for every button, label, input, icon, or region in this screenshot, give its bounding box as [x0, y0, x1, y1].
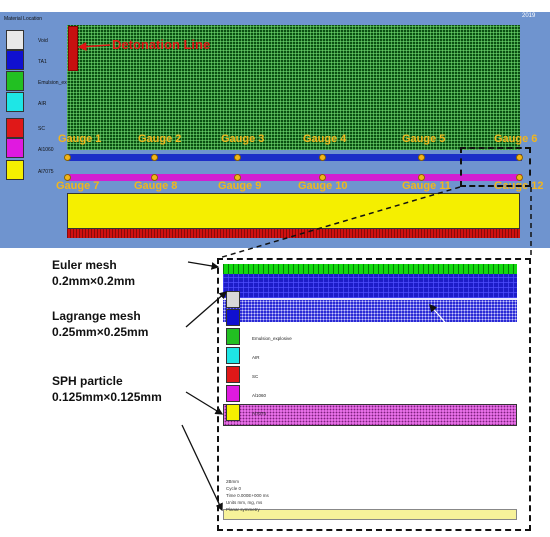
- legend-label: Emulsion_explosive: [38, 80, 83, 86]
- sph-particle-callout: SPH particle 0.125mm×0.125mm: [52, 373, 162, 405]
- callout-size: 0.25mm×0.25mm: [52, 325, 149, 339]
- gauge-label: Gauge 4: [303, 133, 347, 145]
- bottom-plate-strip: [223, 509, 517, 520]
- gauge-label: Gauge 5: [402, 133, 446, 145]
- legend-swatch-explosive: [6, 71, 24, 91]
- detail-legend-label: AIR: [252, 355, 260, 360]
- detonation-line-marker: [68, 26, 78, 71]
- gauge-point: [418, 154, 425, 161]
- gauge-point: [151, 174, 158, 181]
- callout-size: 0.2mm×0.2mm: [52, 274, 136, 288]
- gauge-point: [516, 174, 523, 181]
- lagrange-mesh-layer: [223, 300, 517, 322]
- legend-swatch-sc: [6, 118, 24, 138]
- callout-title: Euler mesh: [52, 258, 117, 272]
- legend-swatch-ta1: [6, 50, 24, 70]
- gauge-point: [516, 154, 523, 161]
- gauge-point: [64, 174, 71, 181]
- detail-legend-swatch: [226, 404, 240, 421]
- detail-info-line: 2Bmm: [226, 479, 240, 484]
- gauge-point: [234, 174, 241, 181]
- detail-info-line: Planar symmetry: [226, 507, 260, 512]
- detail-legend-label: Al7075: [252, 411, 267, 416]
- detail-info-line: Units mm, mg, ms: [226, 500, 263, 505]
- gauge-label: Gauge 3: [221, 133, 265, 145]
- join-label: Join: [458, 331, 482, 346]
- euler-mesh-flyer-layer: [223, 274, 517, 298]
- sph-particle-layer: [223, 404, 517, 426]
- sph-arrow: [185, 391, 224, 415]
- detail-legend-swatch: [226, 347, 240, 364]
- join-arrow: [429, 304, 457, 336]
- legend-swatch-al1060: [6, 138, 24, 158]
- euler-mesh-callout: Euler mesh 0.2mm×0.2mm: [52, 257, 135, 289]
- detail-legend-swatch: [226, 328, 240, 345]
- flyer-plate-bar: [67, 154, 522, 161]
- zoom-connector-left: [218, 186, 461, 259]
- legend-label: Al1060: [38, 147, 54, 153]
- gauge-label: Gauge 2: [138, 133, 182, 145]
- gauge-label: Gauge 10: [298, 180, 348, 192]
- legend-swatch-void: [6, 30, 24, 50]
- detonation-line-label: Detonation Line: [112, 37, 211, 52]
- legend-label: Al7075: [38, 169, 54, 175]
- legend-label: Void: [38, 38, 48, 44]
- detail-legend-label: SC: [252, 374, 259, 379]
- zoom-region-marker: [460, 147, 531, 187]
- gauge-point: [234, 154, 241, 161]
- gauge-label: Gauge 11: [402, 180, 451, 192]
- detail-legend-label: Al1060: [252, 393, 267, 398]
- gauge-point: [319, 174, 326, 181]
- callout-size: 0.125mm×0.125mm: [52, 390, 162, 404]
- detail-legend-swatch: [226, 385, 240, 402]
- legend-swatch-al7075: [6, 160, 24, 180]
- callout-title: Lagrange mesh: [52, 309, 141, 323]
- gauge-point: [64, 154, 71, 161]
- gauge-label: Gauge 7: [56, 180, 100, 192]
- version-year: 2019: [522, 13, 536, 19]
- detail-info-line: Time 0.000E+000 ms: [226, 493, 269, 498]
- detonation-arrow: [77, 42, 111, 52]
- detail-legend-swatch: [226, 309, 240, 326]
- join-interface: [223, 298, 517, 300]
- callout-title: SPH particle: [52, 374, 123, 388]
- detail-legend-label: Emulsion_explosive: [252, 336, 292, 341]
- legend-label: AIR: [38, 101, 47, 107]
- gauge-label: Gauge 1: [58, 133, 102, 145]
- gauge-label: Gauge 9: [218, 180, 262, 192]
- explosive-mesh-region: [67, 25, 520, 150]
- detail-legend-swatch: [226, 366, 240, 383]
- detail-legend-swatch: [226, 291, 240, 308]
- sc-layer: [67, 229, 520, 238]
- gauge-label: Gauge 6: [494, 133, 538, 145]
- gauge-label: Gauge 8: [134, 180, 178, 192]
- euler-mesh-explosive-layer: [223, 264, 517, 274]
- al7075-plate: [67, 193, 520, 229]
- legend-title: Material Location: [4, 16, 43, 22]
- gauge-point: [418, 174, 425, 181]
- detail-info-line: Cycle 0: [226, 486, 242, 491]
- lagrange-mesh-callout: Lagrange mesh 0.25mm×0.25mm: [52, 308, 148, 340]
- gauge-point: [151, 154, 158, 161]
- base-plate-bar: [67, 174, 522, 181]
- lagrange-arrow: [185, 291, 227, 328]
- legend-label: TA1: [38, 59, 47, 65]
- bottom-arrow: [181, 424, 223, 512]
- euler-arrow: [187, 261, 220, 270]
- legend-swatch-air: [6, 92, 24, 112]
- gauge-point: [319, 154, 326, 161]
- legend-label: SC: [38, 126, 45, 132]
